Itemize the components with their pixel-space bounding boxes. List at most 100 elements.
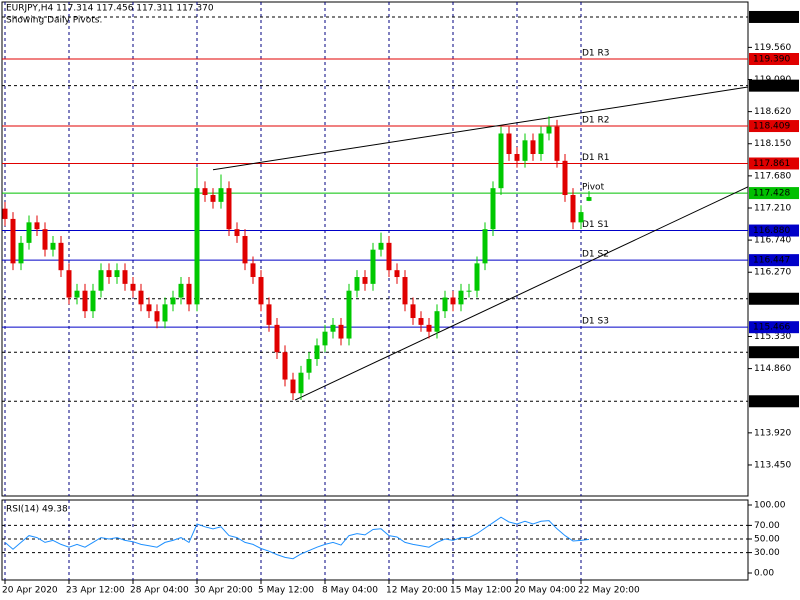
candle-body xyxy=(282,352,288,380)
y-tick-label: 116.740 xyxy=(754,236,791,246)
y-tick-label: 118.620 xyxy=(754,107,791,117)
candle-body xyxy=(562,160,568,196)
candle-body xyxy=(490,188,496,230)
candle-body xyxy=(138,290,144,305)
candle-body xyxy=(586,197,592,201)
candle-body xyxy=(386,242,392,271)
candle-body xyxy=(98,270,104,291)
candle-body xyxy=(466,290,472,292)
candle-body xyxy=(354,277,360,291)
candle-body xyxy=(346,290,352,339)
level-box xyxy=(749,10,799,23)
candle-body xyxy=(426,324,432,332)
candle-body xyxy=(82,290,88,312)
y-tick-label: 50.00 xyxy=(754,534,780,544)
panel-frame xyxy=(1,1,749,497)
candle-body xyxy=(450,297,456,305)
candle-body xyxy=(202,188,208,196)
level-label: 115.466 xyxy=(753,323,790,333)
candle-body xyxy=(402,277,408,305)
chart-subtitle: Showing Daily Pivots. xyxy=(6,16,102,26)
candle-body xyxy=(242,236,248,264)
y-tick-label: 70.00 xyxy=(754,521,780,531)
candle-body xyxy=(90,290,96,312)
candle-body xyxy=(578,212,584,223)
level-label: 114.382 xyxy=(753,397,790,407)
level-box xyxy=(749,224,799,237)
candle-body xyxy=(234,229,240,237)
level-box xyxy=(749,254,799,267)
candle-body xyxy=(226,188,232,230)
candle-body xyxy=(554,126,560,161)
candle-body xyxy=(26,222,32,243)
level-box xyxy=(749,395,799,408)
candle-body xyxy=(106,270,112,278)
level-label: 115.882 xyxy=(753,294,790,304)
y-tick-label: 113.450 xyxy=(754,460,791,470)
candle-body xyxy=(498,133,504,189)
level-box xyxy=(749,53,799,65)
candle-body xyxy=(258,277,264,305)
panel-frame xyxy=(1,499,749,581)
level-name: D1 S2 xyxy=(582,250,609,260)
x-tick-label: 8 May 04:00 xyxy=(322,586,378,596)
level-name: Pivot xyxy=(582,183,605,193)
trendline xyxy=(212,86,749,171)
candle-body xyxy=(218,188,224,202)
candle-body xyxy=(18,242,24,264)
level-box xyxy=(749,346,799,359)
candle-body xyxy=(154,311,160,322)
candle-body xyxy=(314,345,320,360)
y-tick-label: 0.00 xyxy=(754,568,774,578)
candle-body xyxy=(74,290,80,298)
candle-body xyxy=(170,297,176,305)
candle-body xyxy=(298,372,304,394)
candle-body xyxy=(538,133,544,154)
level-box xyxy=(749,321,799,334)
candle-body xyxy=(322,331,328,346)
candle-body xyxy=(194,188,200,305)
candle-body xyxy=(2,208,8,219)
level-box xyxy=(749,79,799,92)
y-tick-label: 113.920 xyxy=(754,428,791,438)
candle-body xyxy=(210,195,216,202)
candle-body xyxy=(42,229,48,250)
level-label: 116.447 xyxy=(753,256,790,266)
x-tick-label: 5 May 12:00 xyxy=(258,586,314,596)
trendline xyxy=(294,186,749,401)
candle-body xyxy=(58,242,64,271)
candle-body xyxy=(122,270,128,284)
level-label: 117.428 xyxy=(753,189,790,199)
level-label: 119.000 xyxy=(753,81,790,91)
candle-body xyxy=(362,277,368,284)
candle-body xyxy=(418,318,424,325)
y-tick-label: 114.860 xyxy=(754,364,791,374)
candle-body xyxy=(474,263,480,291)
candle-body xyxy=(114,270,120,278)
x-tick-label: 22 May 20:00 xyxy=(578,586,640,596)
candle-body xyxy=(66,270,72,298)
level-name: D1 R1 xyxy=(582,153,610,163)
level-label: 118.409 xyxy=(753,122,790,132)
level-label: 120.005 xyxy=(753,12,790,22)
candle-body xyxy=(410,304,416,319)
candle-body xyxy=(50,242,56,250)
candle-body xyxy=(482,229,488,264)
candle-body xyxy=(546,126,552,134)
y-tick-label: 117.680 xyxy=(754,171,791,181)
candle-body xyxy=(290,379,296,394)
candle-body xyxy=(266,304,272,325)
level-label: 117.861 xyxy=(753,159,790,169)
candle-body xyxy=(434,311,440,332)
level-name: D1 R3 xyxy=(582,49,610,59)
candle-body xyxy=(378,242,384,250)
x-tick-label: 20 May 04:00 xyxy=(514,586,576,596)
candle-body xyxy=(330,324,336,332)
x-tick-label: 12 May 20:00 xyxy=(386,586,448,596)
level-name: D1 S3 xyxy=(582,317,609,327)
x-tick-label: 30 Apr 20:00 xyxy=(194,586,253,596)
level-box xyxy=(749,292,799,305)
candle-body xyxy=(186,283,192,305)
